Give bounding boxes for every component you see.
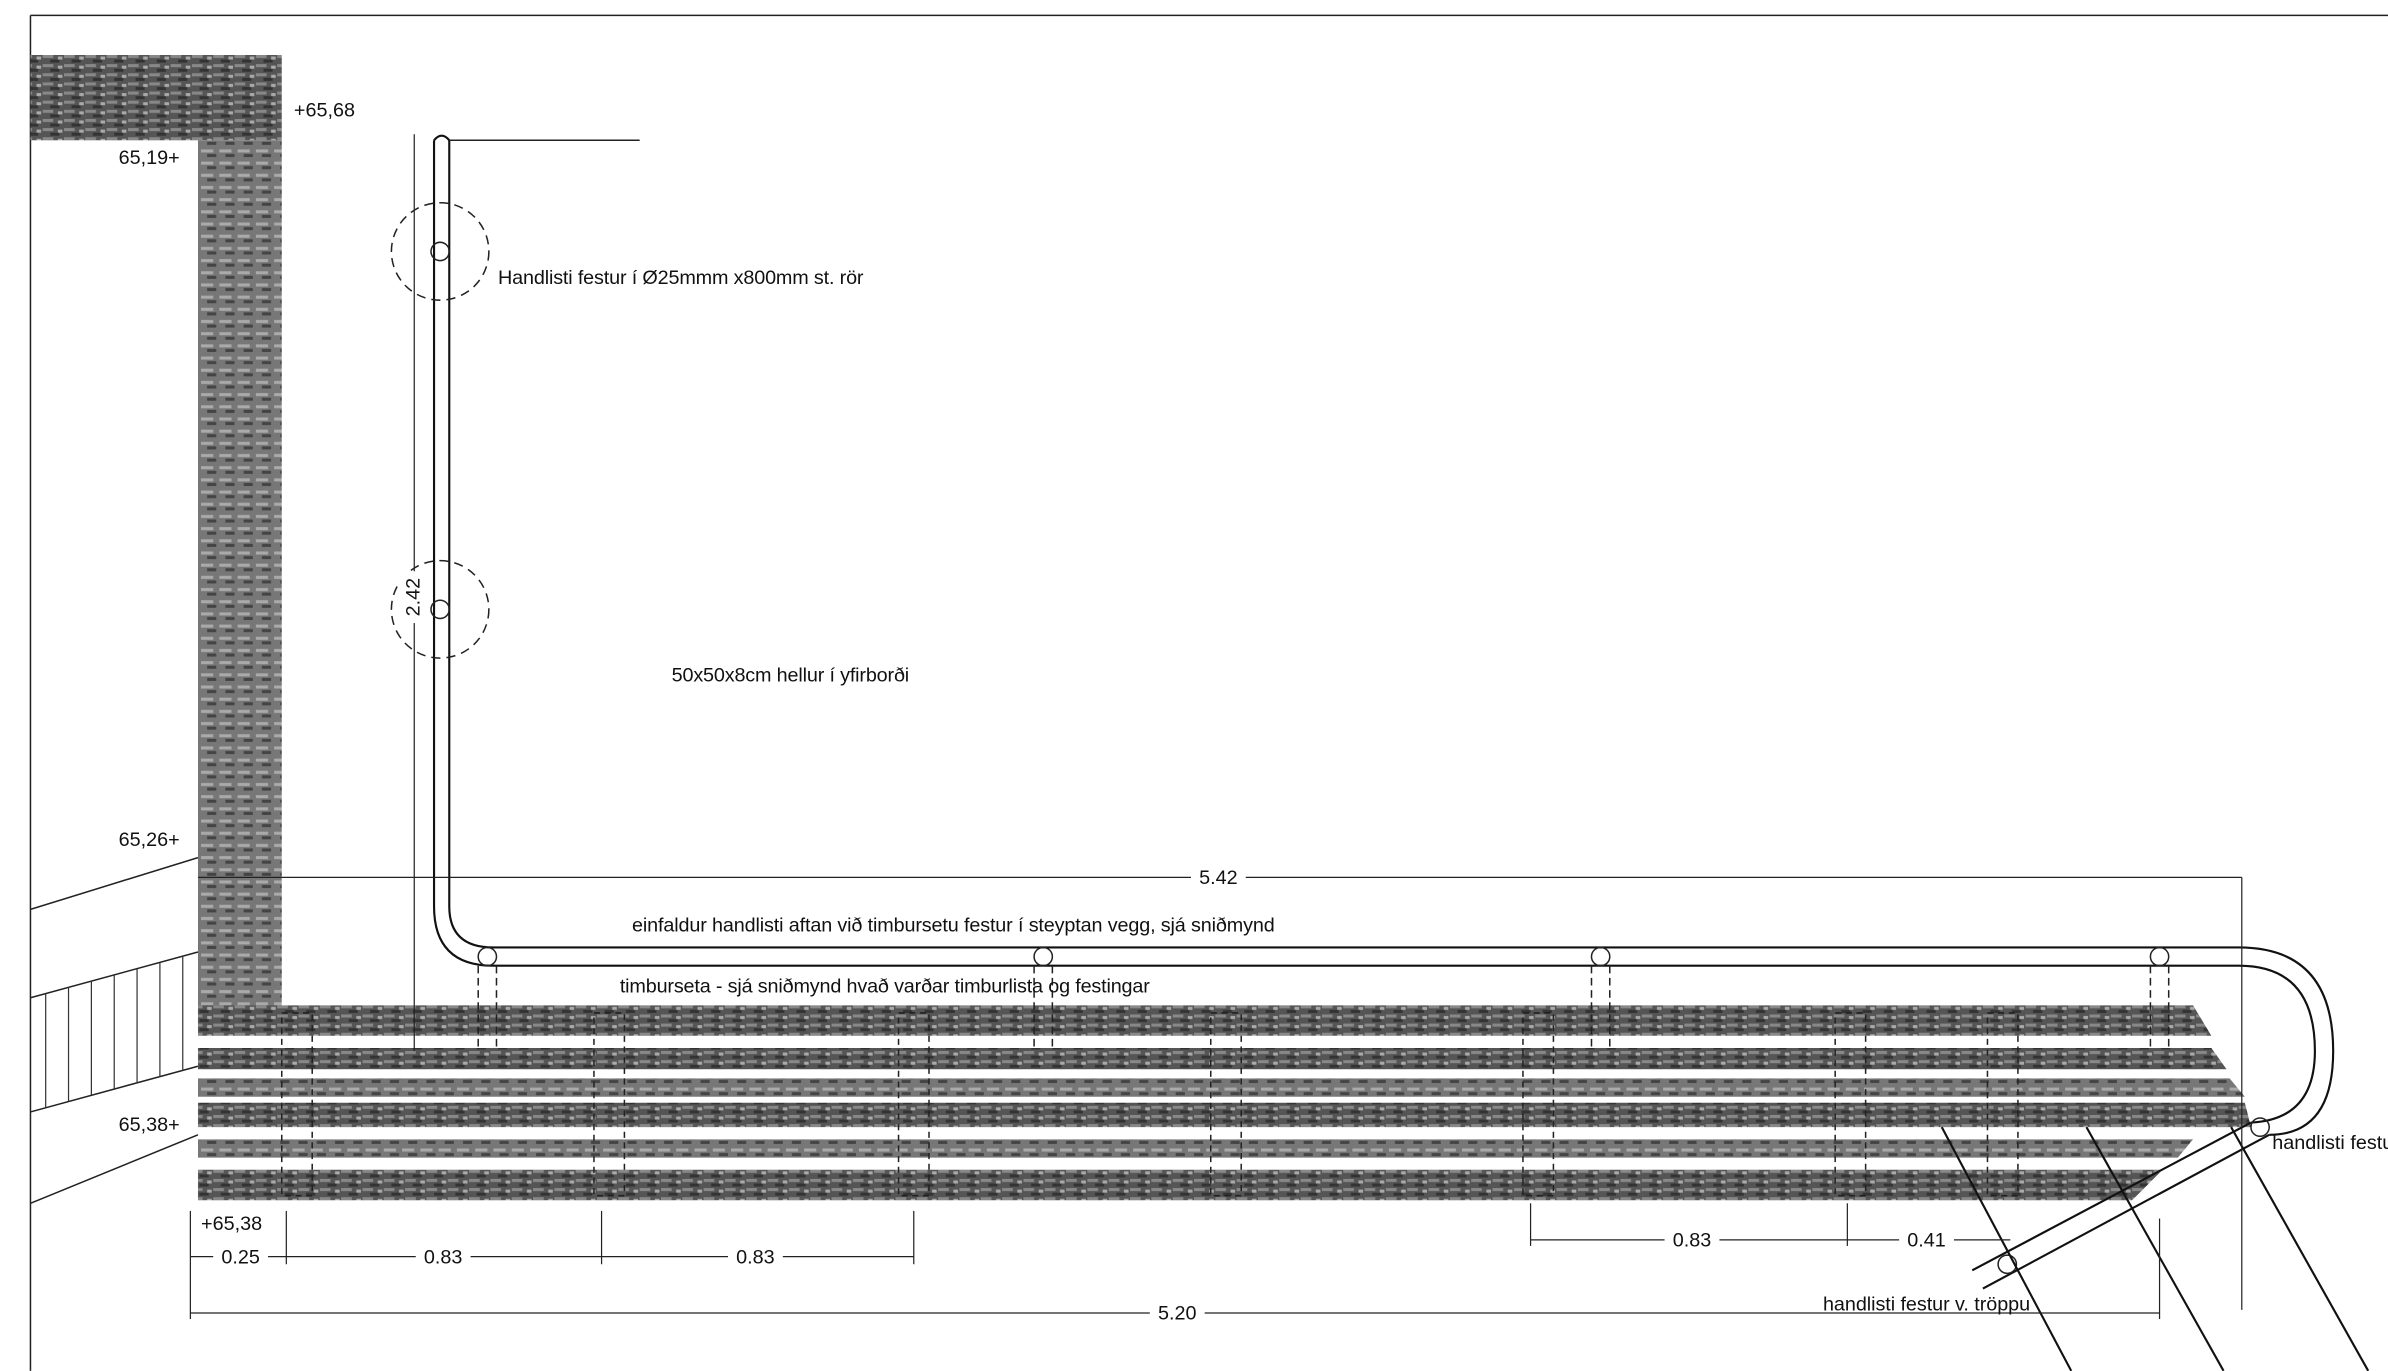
stair (30, 856, 199, 1205)
bench (197, 1005, 2251, 1201)
elevation: 65,26+ (119, 829, 180, 851)
dimension-label: 0.41 (1907, 1230, 1946, 1252)
elevation: +65,38 (201, 1213, 262, 1235)
annotation: handlisti festu (2272, 1132, 2388, 1154)
elevation: 65,38+ (119, 1114, 180, 1136)
annotation: handlisti festur v. tröppu (1823, 1294, 2030, 1316)
dimension-label: 0.83 (1673, 1230, 1712, 1252)
annotation: timburseta - sjá sniðmynd hvað varðar ti… (620, 975, 1150, 997)
dimension-label: 0.83 (424, 1246, 463, 1268)
frame (29, 14, 2388, 1371)
dimension-label: 5.20 (1158, 1303, 1197, 1325)
elevation: +65,68 (294, 100, 355, 122)
annotation: 50x50x8cm hellur í yfirborði (672, 665, 910, 687)
handrail (390, 134, 2370, 1371)
dimension-label: 5.42 (1199, 867, 1238, 889)
dimension-label: 0.83 (736, 1246, 775, 1268)
dimension-label: 2.42 (402, 578, 424, 617)
annotation: einfaldur handlisti aftan við timbursetu… (632, 914, 1275, 936)
dimension-label: 0.25 (221, 1246, 260, 1268)
wall (30, 54, 282, 1009)
elevation: 65,19+ (119, 147, 180, 169)
annotation: Handlisti festur í Ø25mmm x800mm st. rör (498, 267, 864, 289)
